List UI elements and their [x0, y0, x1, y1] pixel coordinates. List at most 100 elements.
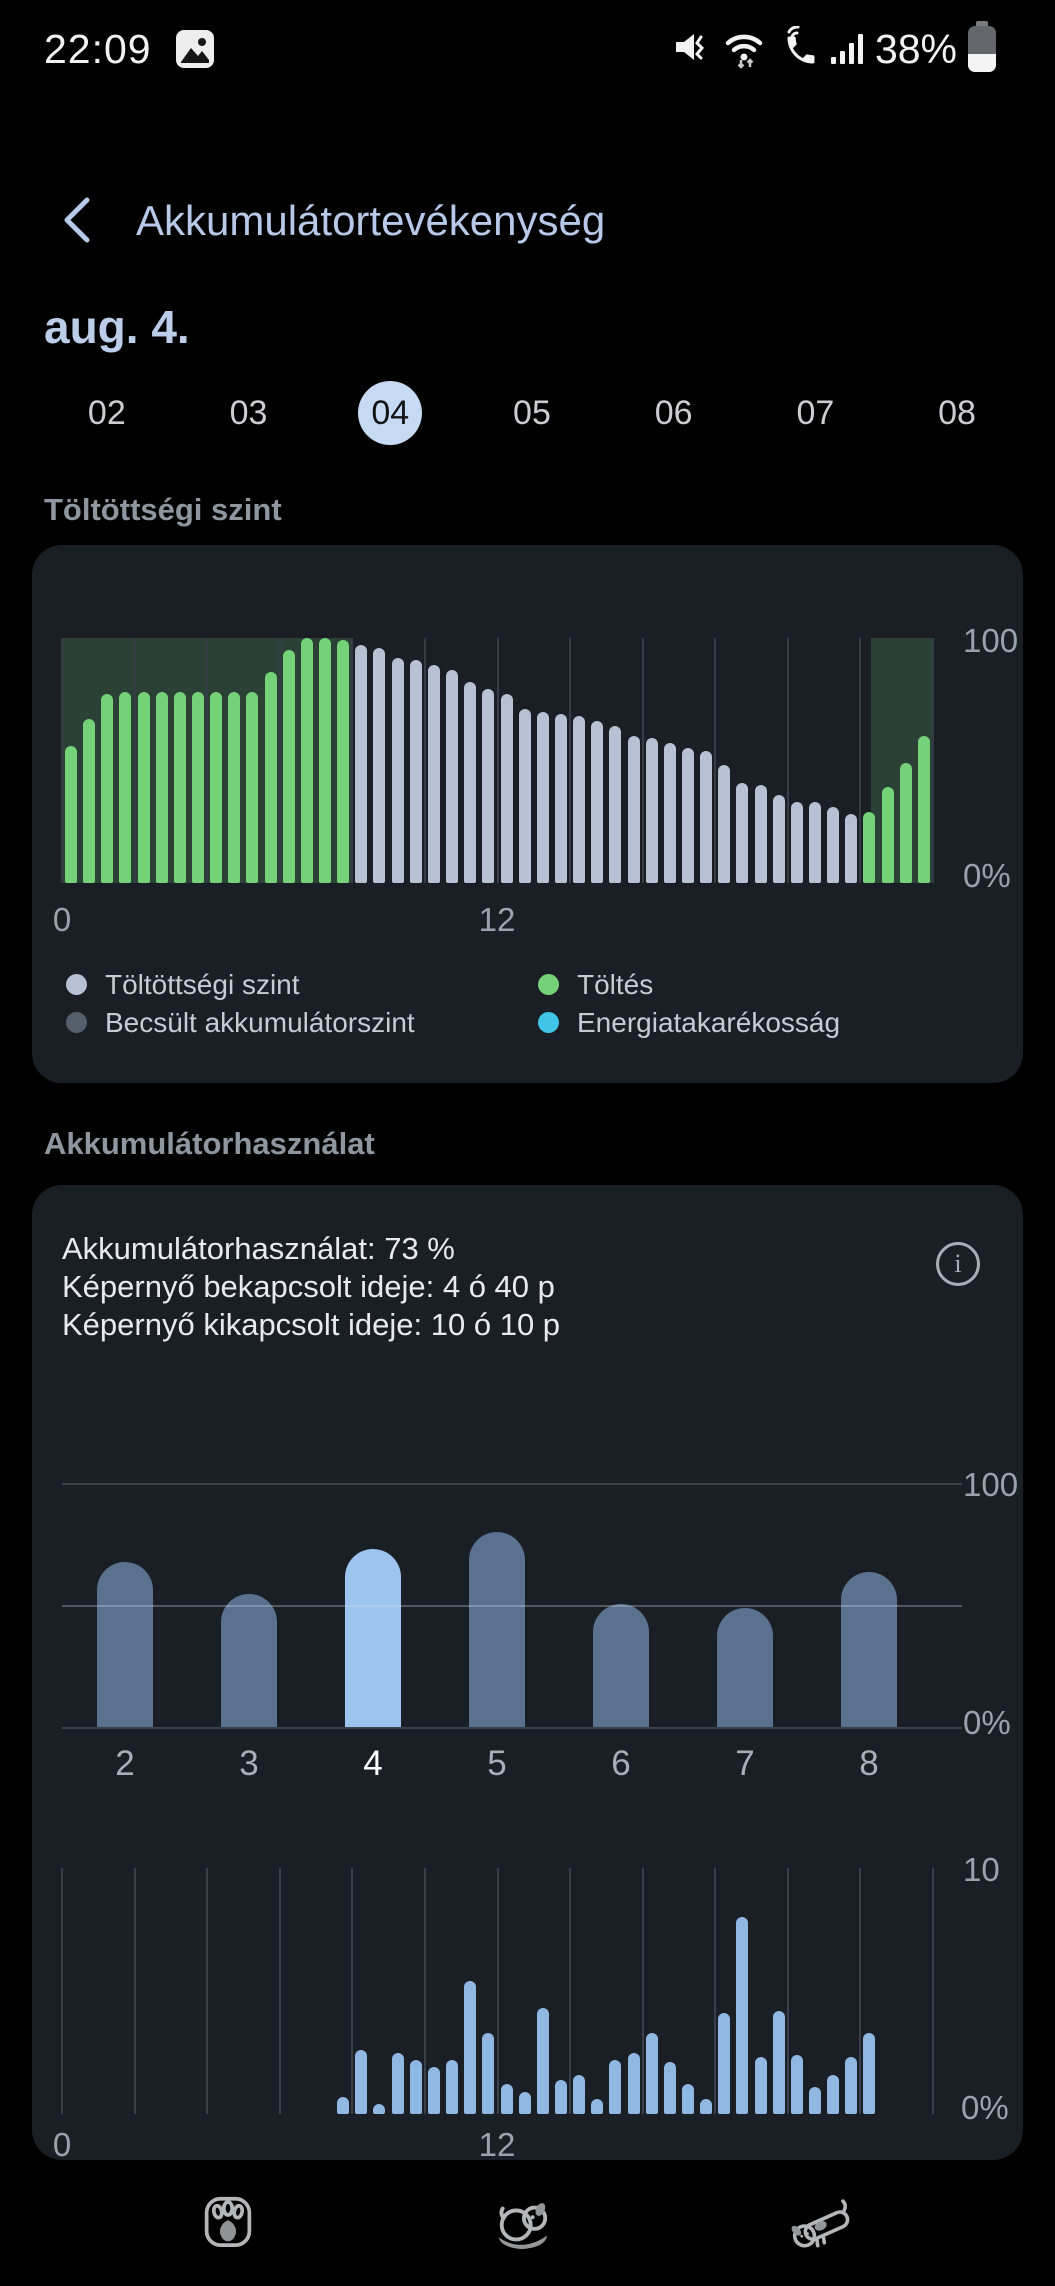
- charging-bar: [65, 745, 77, 883]
- battery-level-bar: [482, 689, 495, 883]
- charging-bar: [83, 718, 96, 883]
- usage-bar: [593, 1603, 649, 1729]
- gridline: [206, 638, 209, 883]
- day-axis-label: 6: [611, 1744, 631, 1783]
- usage-bar: [469, 1532, 525, 1729]
- usage-bar: [221, 1593, 277, 1729]
- nav-back-button[interactable]: [186, 2180, 270, 2264]
- gridline: [351, 1868, 354, 2114]
- hourly-usage-bar: [464, 1981, 477, 2114]
- legend-item-charging: Töltés: [538, 969, 966, 1000]
- battery-level-bar: [409, 660, 422, 883]
- battery-level-bar: [464, 682, 477, 883]
- day-selector: 02 03 04 05 06 07 08: [36, 381, 1028, 445]
- gridline: [859, 638, 862, 883]
- charging-bar: [173, 691, 186, 883]
- gridline: [641, 638, 644, 883]
- info-icon[interactable]: i: [936, 1242, 980, 1286]
- charging-bar: [137, 691, 150, 883]
- hourly-usage-bar: [591, 2099, 604, 2114]
- gridline: [278, 638, 281, 883]
- charging-dot-icon: [538, 974, 559, 995]
- hourly-usage-bar: [482, 2032, 495, 2114]
- battery-level-bar: [808, 802, 821, 883]
- charging-bar: [917, 736, 930, 883]
- nav-home-button[interactable]: [480, 2183, 564, 2267]
- battery-level-bar: [736, 782, 749, 883]
- hourly-usage-bar: [337, 2096, 350, 2114]
- gridline: [496, 638, 499, 883]
- battery-level-bar: [681, 748, 694, 883]
- hourly-usage-bar: [754, 2057, 767, 2114]
- battery-level-bar: [554, 713, 567, 883]
- gridline: [133, 638, 136, 883]
- battery-percent-text: 38%: [874, 25, 957, 72]
- hourly-usage-bar: [718, 2013, 731, 2114]
- battery-level-bar: [391, 657, 404, 883]
- lying-dog-recents-icon: [789, 2198, 857, 2258]
- gridline-50: [62, 1605, 962, 1607]
- usage-bar: [717, 1608, 773, 1729]
- hourly-usage-bar: [391, 2052, 404, 2114]
- day-axis-label: 2: [115, 1744, 135, 1783]
- day-item-02[interactable]: 02: [75, 381, 139, 445]
- back-button[interactable]: [46, 190, 106, 250]
- chart1-ymax-label: 100: [963, 622, 1019, 659]
- battery-level-bar: [446, 669, 459, 883]
- charging-bar: [319, 638, 332, 883]
- gridline: [278, 1868, 281, 2114]
- battery-level-bar: [518, 709, 531, 883]
- chart2-ymax-label: 100: [963, 1466, 1019, 1503]
- gridline: [351, 638, 354, 883]
- gallery-notification-icon: [176, 30, 214, 73]
- sleeping-puppy-home-icon: [491, 2202, 553, 2256]
- nav-recents-button[interactable]: [781, 2183, 865, 2267]
- day-item-03[interactable]: 03: [217, 381, 281, 445]
- gridline: [206, 1868, 209, 2114]
- signal-strength-icon: [830, 28, 865, 71]
- battery-level-bar: [754, 785, 767, 883]
- hourly-usage-bar: [373, 2104, 386, 2114]
- gridline-0: [62, 1727, 962, 1729]
- hourly-usage-bar: [573, 2074, 586, 2114]
- hourly-usage-bar: [681, 2084, 694, 2114]
- section-label-charge-level: Töltöttségi szint: [44, 492, 282, 527]
- hourly-usage-bar: [863, 2032, 876, 2114]
- hourly-usage-bar: [554, 2079, 567, 2114]
- gridline-100: [62, 1483, 962, 1485]
- hourly-usage-bar: [409, 2059, 422, 2114]
- charging-bar: [155, 691, 168, 883]
- hourly-usage-bar: [355, 2050, 368, 2114]
- hourly-usage-bar: [790, 2054, 803, 2114]
- chart1-xtick-0: 0: [52, 901, 72, 938]
- charging-bar: [881, 787, 894, 883]
- charging-bar: [863, 811, 876, 883]
- gridline: [786, 1868, 789, 2114]
- day-item-06[interactable]: 06: [642, 381, 706, 445]
- charging-bar: [300, 638, 313, 883]
- day-axis-label: 8: [859, 1744, 879, 1783]
- day-item-07[interactable]: 07: [783, 381, 847, 445]
- gridline: [932, 638, 934, 883]
- gridline: [496, 1868, 499, 2114]
- battery-level-bar: [373, 647, 386, 883]
- battery-level-bar: [772, 794, 785, 883]
- day-item-04[interactable]: 04: [358, 381, 423, 445]
- hourly-usage-chart: [61, 1868, 934, 2114]
- day-item-05[interactable]: 05: [500, 381, 564, 445]
- day-axis-label: 5: [487, 1744, 507, 1783]
- hourly-usage-bar: [536, 2008, 549, 2114]
- gridline: [61, 1868, 63, 2114]
- mute-vibrate-icon: [671, 27, 711, 72]
- hourly-usage-bar: [645, 2032, 658, 2114]
- charging-bar: [264, 672, 277, 883]
- day-item-08[interactable]: 08: [925, 381, 989, 445]
- battery-level-bar: [627, 736, 640, 883]
- battery-usage-percent-line: Akkumulátorhasználat: 73 %: [62, 1231, 455, 1266]
- hourly-usage-bar: [700, 2099, 713, 2114]
- wifi-calling-icon: [779, 24, 821, 73]
- charging-bar: [337, 640, 350, 883]
- chevron-left-icon: [59, 197, 93, 247]
- day-axis-label: 7: [735, 1744, 755, 1783]
